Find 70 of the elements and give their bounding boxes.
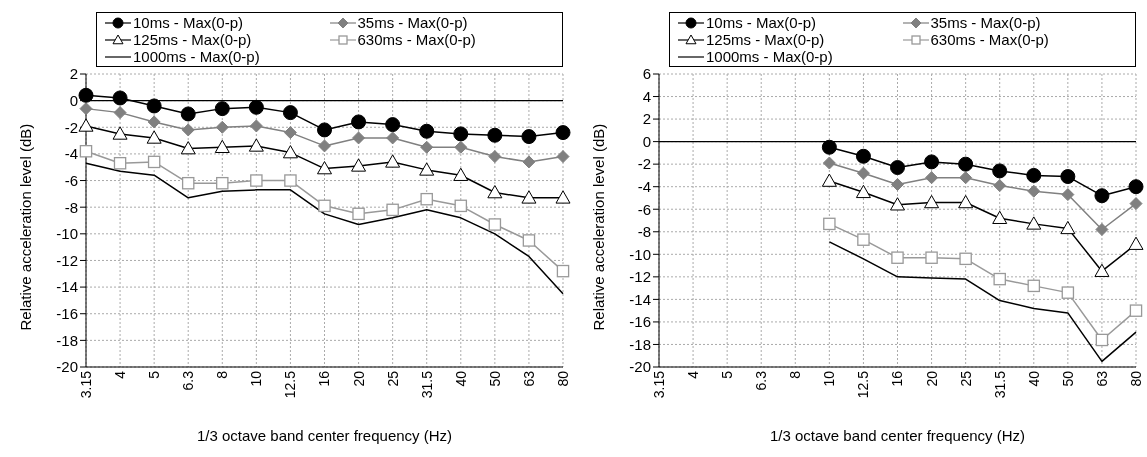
y-tick-label: -16 [56,305,78,323]
y-tick-label: 4 [642,87,651,105]
y-tick-label: -4 [637,178,651,196]
y-tick-label: 0 [69,91,78,109]
x-tick-label: 10 [821,370,838,387]
x-tick-label: 80 [1127,370,1144,387]
legend-label: 35ms - Max(0-p) [930,14,1041,31]
y-tick-label: -4 [64,145,78,163]
x-tick-label: 40 [1025,370,1042,387]
x-tick-label: 50 [486,370,503,387]
y-tick-label: -18 [56,331,78,349]
y-tick-label: -10 [56,225,78,243]
legend-label: 10ms - Max(0-p) [133,14,244,31]
legend-label: 1000ms - Max(0-p) [706,48,833,65]
x-tick-label: 16 [316,370,333,387]
y-tick-label: 0 [642,132,651,150]
x-tick-label: 12.5 [855,370,872,399]
x-tick-label: 10 [248,370,265,387]
y-tick-label: -6 [637,200,651,218]
y-tick-label: -12 [629,268,651,286]
x-tick-label: 8 [787,370,804,379]
x-tick-label: 50 [1059,370,1076,387]
legend-label: 35ms - Max(0-p) [357,14,468,31]
x-tick-label: 6.3 [180,370,197,391]
x-tick-label: 5 [719,370,736,379]
y-tick-label: -6 [64,171,78,189]
x-tick-label: 40 [452,370,469,387]
legend-label: 125ms - Max(0-p) [706,31,825,48]
legend-label: 630ms - Max(0-p) [357,31,476,48]
x-tick-label: 80 [554,370,571,387]
x-tick-label: 3.15 [650,370,667,399]
legend-label: 125ms - Max(0-p) [133,31,252,48]
x-tick-label: 31.5 [991,370,1008,399]
y-tick-label: -10 [629,245,651,263]
y-tick-label: -2 [637,155,651,173]
x-tick-label: 6.3 [753,370,770,391]
y-tick-label: -14 [629,290,651,308]
y-axis-title: Relative acceleration level (dB) [17,123,35,331]
x-tick-label: 63 [1093,370,1110,387]
x-axis-title: 1/3 octave band center frequency (Hz) [769,427,1026,444]
x-tick-label: 20 [923,370,940,387]
legend-label: 10ms - Max(0-p) [706,14,817,31]
x-tick-label: 63 [520,370,537,387]
x-tick-label: 5 [146,370,163,379]
x-axis-title: 1/3 octave band center frequency (Hz) [196,427,453,444]
x-tick-label: 4 [685,370,702,379]
legend-label: 630ms - Max(0-p) [930,31,1049,48]
y-tick-label: -18 [629,335,651,353]
x-tick-label: 25 [957,370,974,387]
x-tick-label: 4 [112,370,129,379]
y-tick-label: 2 [642,110,651,128]
y-tick-label: -2 [64,118,78,136]
y-axis-title: Relative acceleration level (dB) [590,123,608,331]
x-tick-label: 3.15 [77,370,94,399]
x-tick-label: 12.5 [282,370,299,399]
x-tick-label: 8 [214,370,231,379]
y-tick-label: -12 [56,251,78,269]
x-tick-label: 16 [889,370,906,387]
y-tick-label: -20 [56,358,78,376]
x-tick-label: 20 [350,370,367,387]
y-tick-label: 6 [642,65,651,83]
x-tick-label: 31.5 [418,370,435,399]
legend-label: 1000ms - Max(0-p) [133,48,260,65]
y-tick-label: 2 [69,65,78,83]
y-tick-label: -14 [56,278,78,296]
y-tick-label: -8 [637,223,651,241]
y-tick-label: -16 [629,313,651,331]
y-tick-label: -8 [64,198,78,216]
y-tick-label: -20 [629,358,651,376]
x-tick-label: 25 [384,370,401,387]
